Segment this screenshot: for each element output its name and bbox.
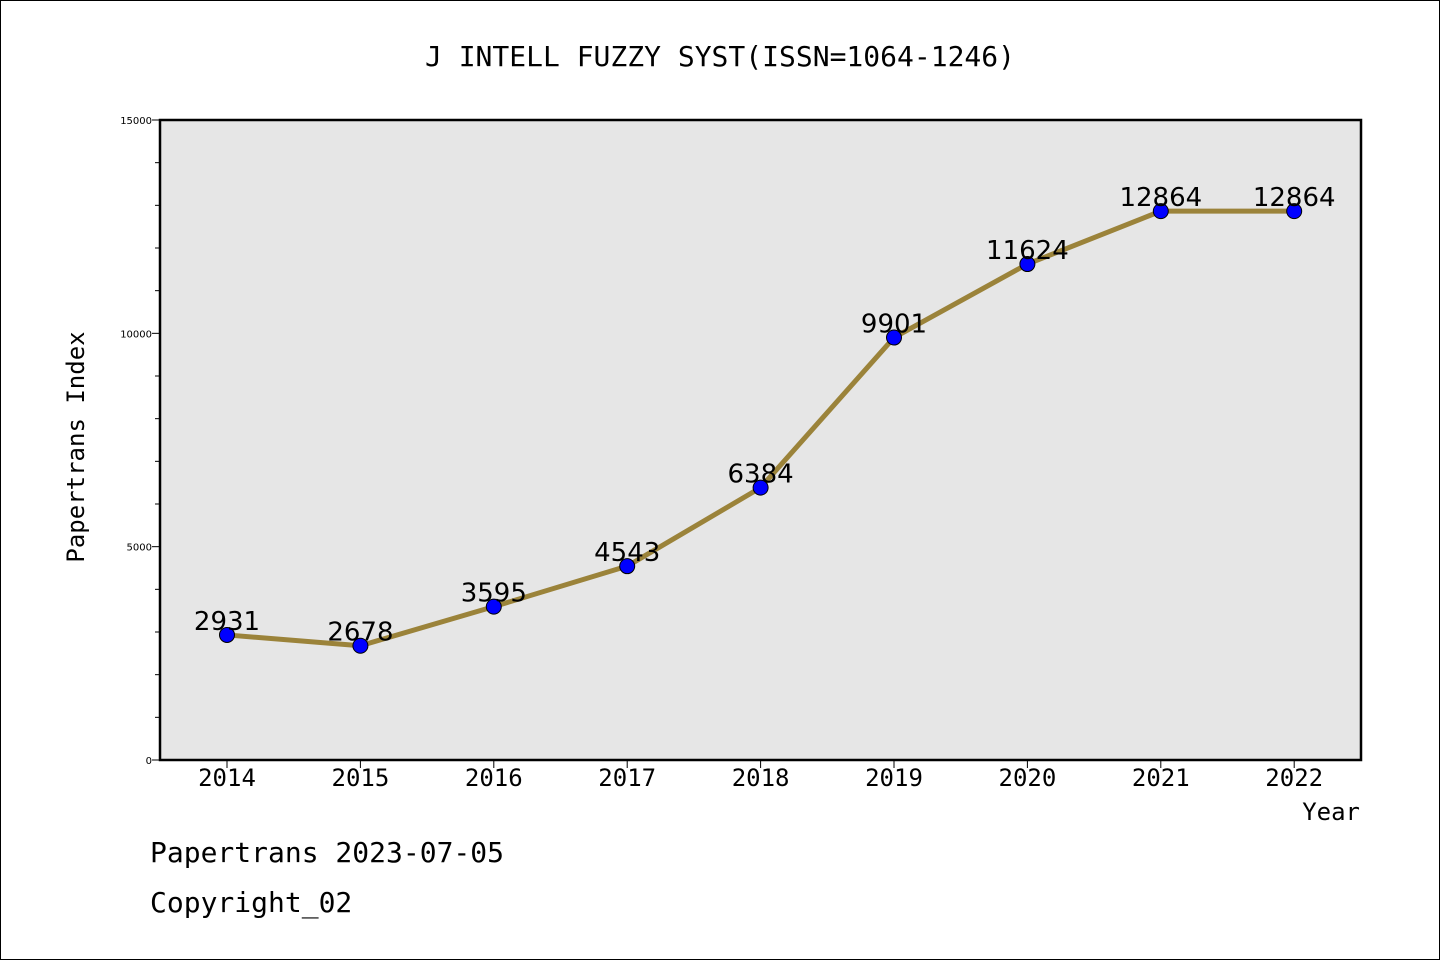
x-tick-label: 2021	[1132, 764, 1190, 792]
series-layer	[219, 203, 1303, 654]
footer-copyright: Copyright_02	[150, 886, 353, 919]
data-point	[1019, 256, 1036, 273]
data-point	[219, 626, 235, 643]
y-tick-label: 5000	[127, 543, 152, 554]
y-tick-label: 0	[146, 756, 152, 767]
y-tick-label: 10000	[120, 329, 152, 340]
x-tick-label: 2022	[1265, 764, 1323, 792]
data-point	[619, 558, 636, 575]
data-point	[485, 598, 502, 615]
data-label: 2931	[194, 607, 260, 637]
x-tick-label: 2019	[865, 764, 923, 792]
x-axis: 2014 2015 2016 2017 2018 2019 2020 2021 2022	[198, 760, 1323, 792]
data-label: 12864	[1119, 183, 1202, 213]
data-label: 12864	[1253, 183, 1336, 213]
x-tick-label: 2017	[598, 764, 656, 792]
data-label: 6384	[728, 460, 794, 490]
data-labels: 2931 2678 3595 4543 6384 9901 11624 12864 12864	[194, 183, 1336, 648]
data-point	[752, 479, 769, 496]
data-label: 11624	[986, 236, 1069, 266]
x-tick-label: 2018	[732, 764, 790, 792]
data-point	[352, 637, 369, 654]
y-axis: 0 5000 10000 15000	[120, 116, 160, 767]
data-label: 2678	[327, 618, 393, 648]
data-label: 9901	[861, 310, 927, 340]
footer-date: Papertrans 2023-07-05	[150, 836, 505, 869]
x-tick-label: 2014	[198, 764, 256, 792]
x-tick-label: 2020	[999, 764, 1057, 792]
data-label: 3595	[461, 579, 527, 609]
data-point	[886, 329, 902, 346]
chart-title: J INTELL FUZZY SYST(ISSN=1064-1246)	[425, 40, 1015, 73]
y-axis-label: Papertrans Index	[62, 331, 90, 562]
data-point	[1152, 203, 1169, 220]
data-label: 4543	[594, 538, 660, 568]
x-tick-label: 2016	[465, 764, 523, 792]
y-tick-label: 15000	[120, 116, 152, 127]
x-axis-label: Year	[1302, 798, 1360, 826]
plot-area	[158, 118, 1363, 762]
x-tick-label: 2015	[332, 764, 390, 792]
data-point	[1286, 203, 1303, 220]
